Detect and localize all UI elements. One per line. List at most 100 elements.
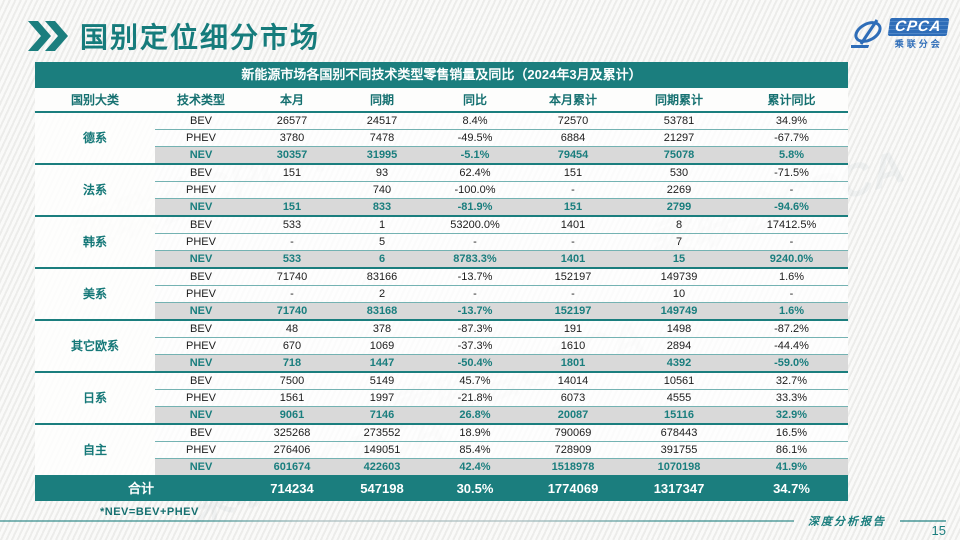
- value-cell: 48: [247, 320, 337, 338]
- value-cell: 1.6%: [735, 268, 848, 286]
- value-cell: -94.6%: [735, 198, 848, 217]
- slide-header: 国别定位细分市场: [28, 16, 320, 56]
- tech-type-cell: PHEV: [155, 233, 247, 251]
- footer-bar: 深度分析报告: [0, 513, 946, 529]
- tech-type-cell: PHEV: [155, 129, 247, 147]
- value-cell: 8783.3%: [427, 250, 523, 269]
- value-cell: 1.6%: [735, 302, 848, 321]
- value-cell: 34.9%: [735, 112, 848, 130]
- value-cell: 9240.0%: [735, 250, 848, 269]
- table-row: NEV 30357 31995 -5.1% 79454 75078 5.8%: [35, 146, 848, 165]
- column-header: 同期累计: [623, 88, 735, 113]
- value-cell: 1610: [523, 337, 623, 355]
- table-row: PHEV 3780 7478 -49.5% 6884 21297 -67.7%: [35, 129, 848, 147]
- value-cell: 31995: [337, 146, 427, 165]
- value-cell: 151: [523, 198, 623, 217]
- total-value-cell: 1317347: [623, 476, 735, 501]
- footer-label: 深度分析报告: [808, 516, 886, 528]
- value-cell: 71740: [247, 302, 337, 321]
- value-cell: 149051: [337, 441, 427, 459]
- value-cell: 75078: [623, 146, 735, 165]
- value-cell: 4392: [623, 354, 735, 373]
- value-cell: 833: [337, 198, 427, 217]
- total-value-cell: 34.7%: [735, 476, 848, 501]
- value-cell: 7146: [337, 406, 427, 425]
- value-cell: -: [427, 233, 523, 251]
- value-cell: 152197: [523, 268, 623, 286]
- value-cell: 2799: [623, 198, 735, 217]
- table-row: 美系 BEV 71740 83166 -13.7% 152197 149739 1.6%: [35, 268, 848, 321]
- tech-type-cell: PHEV: [155, 285, 247, 303]
- value-cell: -: [735, 233, 848, 251]
- table-row: NEV 718 1447 -50.4% 1801 4392 -59.0%: [35, 354, 848, 373]
- value-cell: 273552: [337, 424, 427, 442]
- table-header-row: 国别大类 技术类型 本月 同期 同比 本月累计 同期累计 累计同比: [35, 88, 848, 113]
- table-row: PHEV -2- -10-: [35, 285, 848, 303]
- tech-type-cell: BEV: [155, 216, 247, 234]
- value-cell: 4555: [623, 389, 735, 407]
- value-cell: 1997: [337, 389, 427, 407]
- table-row: NEV 9061 7146 26.8% 20087 15116 32.9%: [35, 406, 848, 425]
- value-cell: 601674: [247, 458, 337, 477]
- value-cell: 53200.0%: [427, 216, 523, 234]
- table-row: PHEV 670 1069 -37.3% 1610 2894 -44.4%: [35, 337, 848, 355]
- value-cell: -: [427, 285, 523, 303]
- tech-type-cell: NEV: [155, 198, 247, 217]
- value-cell: -87.2%: [735, 320, 848, 338]
- value-cell: 422603: [337, 458, 427, 477]
- value-cell: 276406: [247, 441, 337, 459]
- value-cell: 17412.5%: [735, 216, 848, 234]
- column-header: 累计同比: [735, 88, 848, 113]
- table-row: PHEV 740 -100.0% -2269-: [35, 181, 848, 199]
- value-cell: -5.1%: [427, 146, 523, 165]
- cpca-logo-text: CPCA 乘联分会: [888, 18, 950, 50]
- tech-type-cell: NEV: [155, 302, 247, 321]
- tech-type-cell: PHEV: [155, 181, 247, 199]
- country-group-cell: 韩系: [35, 216, 155, 269]
- footer-divider-line-short: [900, 520, 946, 522]
- value-cell: 15: [623, 250, 735, 269]
- double-chevron-icon: [28, 21, 68, 51]
- value-cell: 533: [247, 250, 337, 269]
- country-group-cell: 美系: [35, 268, 155, 321]
- value-cell: -: [247, 285, 337, 303]
- table-row: 自主 BEV 325268 273552 18.9% 790069 678443 16.5%: [35, 424, 848, 477]
- value-cell: 85.4%: [427, 441, 523, 459]
- value-cell: 1498: [623, 320, 735, 338]
- tech-type-cell: BEV: [155, 424, 247, 442]
- value-cell: 5: [337, 233, 427, 251]
- value-cell: 83166: [337, 268, 427, 286]
- total-value-cell: 547198: [337, 476, 427, 501]
- value-cell: 10561: [623, 372, 735, 390]
- value-cell: 151: [523, 164, 623, 182]
- tech-type-cell: BEV: [155, 164, 247, 182]
- value-cell: 71740: [247, 268, 337, 286]
- footer-divider-line: [0, 520, 794, 522]
- table-row: PHEV 276406 149051 85.4% 728909 391755 86.1%: [35, 441, 848, 459]
- cpca-logo: CPCA 乘联分会: [851, 18, 950, 50]
- value-cell: 530: [623, 164, 735, 182]
- tech-type-cell: BEV: [155, 112, 247, 130]
- value-cell: 191: [523, 320, 623, 338]
- value-cell: 33.3%: [735, 389, 848, 407]
- value-cell: -50.4%: [427, 354, 523, 373]
- total-value-cell: 1774069: [523, 476, 623, 501]
- table-row: 德系 BEV 26577 24517 8.4% 72570 53781 34.9%: [35, 112, 848, 165]
- tech-type-cell: NEV: [155, 458, 247, 477]
- value-cell: 3780: [247, 129, 337, 147]
- value-cell: 1070198: [623, 458, 735, 477]
- value-cell: 14014: [523, 372, 623, 390]
- value-cell: 2: [337, 285, 427, 303]
- value-cell: -81.9%: [427, 198, 523, 217]
- cpca-swoosh-icon: [851, 19, 883, 48]
- value-cell: -: [735, 285, 848, 303]
- value-cell: 24517: [337, 112, 427, 130]
- tech-type-cell: NEV: [155, 406, 247, 425]
- value-cell: 391755: [623, 441, 735, 459]
- table-row: 日系 BEV 7500 5149 45.7% 14014 10561 32.7%: [35, 372, 848, 425]
- value-cell: 26577: [247, 112, 337, 130]
- sales-table: 国别大类 技术类型 本月 同期 同比 本月累计 同期累计 累计同比 德系 BEV 26577 245…: [35, 88, 848, 501]
- total-value-cell: 714234: [247, 476, 337, 501]
- table-row: NEV 71740 83168 -13.7% 152197 149749 1.6%: [35, 302, 848, 321]
